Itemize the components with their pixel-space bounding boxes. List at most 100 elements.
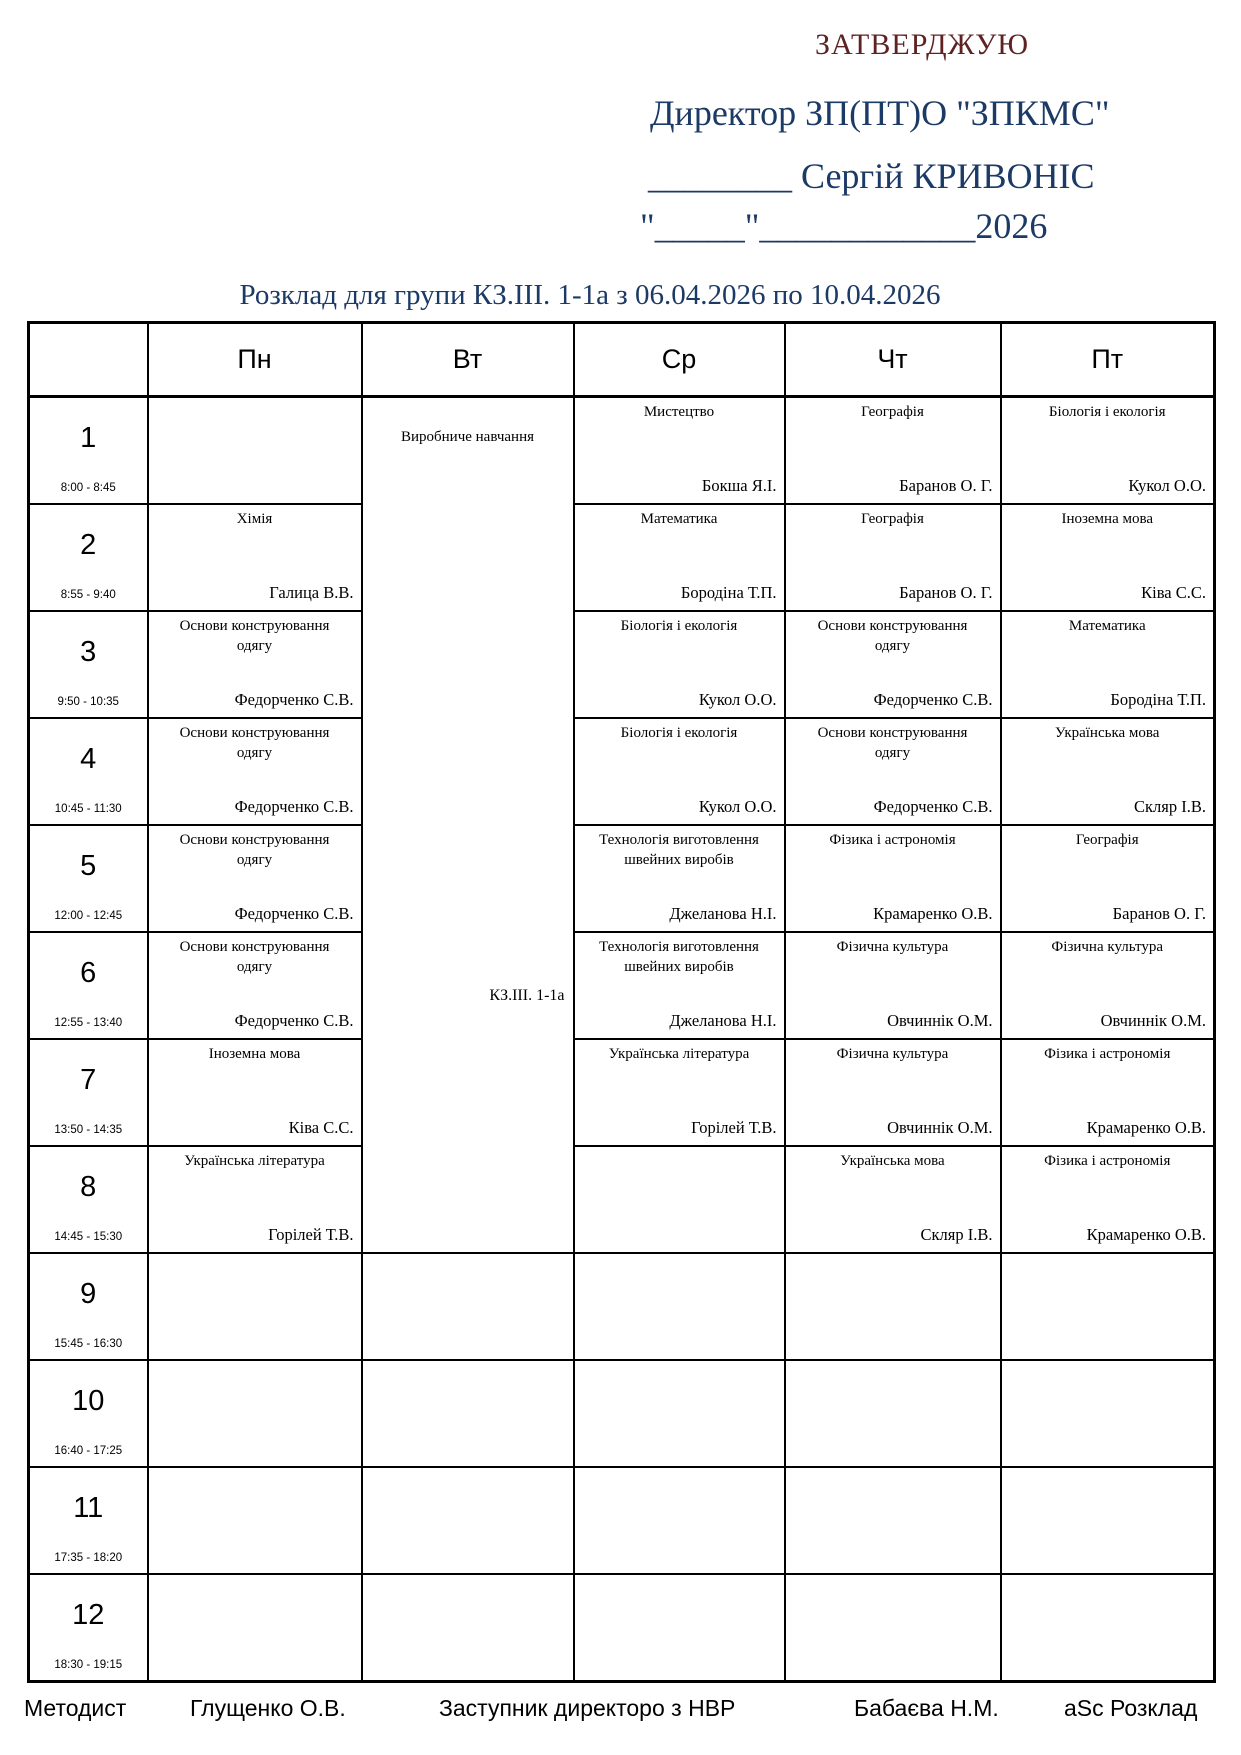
period-number: 1 (80, 422, 97, 454)
period-cell: 5 12:00 - 12:45 (27, 824, 149, 933)
lesson-subject: Біологія і екологія (620, 725, 738, 741)
period-number: 2 (80, 529, 97, 561)
lesson-cell: Українська література Горілей Т.В. (146, 1145, 363, 1254)
period-time: 16:40 - 17:25 (54, 1445, 123, 1457)
table-row: 3 9:50 - 10:35 Основи конструювання одягу Ф… (27, 610, 1216, 719)
header-row: Пн Вт Ср Чт Пт (27, 321, 1216, 398)
lesson-cell (146, 1252, 363, 1361)
lesson-teacher: Овчиннік О.М. (887, 1118, 993, 1137)
lesson-cell (999, 1252, 1216, 1361)
lesson-cell (572, 1573, 786, 1683)
lesson-cell (783, 1573, 1002, 1683)
lesson-subject: Українська література (608, 1046, 750, 1062)
lesson-teacher: Джеланова Н.І. (669, 1011, 777, 1030)
period-time: 13:50 - 14:35 (54, 1124, 123, 1136)
lesson-cell: Технологія виготовлення швейних виробів Д… (572, 824, 786, 933)
lesson-subject: Фізика і астрономія (1044, 1153, 1171, 1169)
lesson-subject: Технологія виготовлення швейних виробів (599, 832, 759, 868)
lesson-cell: Географія Баранов О. Г. (783, 395, 1002, 505)
lesson-teacher: Кукол О.О. (1128, 476, 1206, 495)
lesson-cell: Основи конструювання одягу Федорченко С.В… (146, 824, 363, 933)
period-cell: 3 9:50 - 10:35 (27, 610, 149, 719)
lesson-cell: Фізика і астрономія Крамаренко О.В. (783, 824, 1002, 933)
day-header-thu: Чт (783, 321, 1002, 398)
lesson-teacher: Федорченко С.В. (234, 1011, 354, 1030)
table-row: 12 18:30 - 19:15 (27, 1573, 1216, 1683)
lesson-cell (572, 1145, 786, 1254)
period-time: 17:35 - 18:20 (54, 1552, 123, 1564)
lesson-subject: Основи конструювання одягу (179, 939, 330, 975)
lesson-cell (572, 1466, 786, 1575)
lesson-subject: Основи конструювання одягу (179, 725, 330, 761)
lesson-cell (783, 1359, 1002, 1468)
lesson-teacher: Горілей Т.В. (691, 1118, 777, 1137)
lesson-cell (360, 1466, 575, 1575)
table-row: 10 16:40 - 17:25 (27, 1359, 1216, 1468)
lesson-teacher: Федорченко С.В. (234, 690, 354, 709)
lesson-subject: Основи конструювання одягу (817, 725, 968, 761)
period-cell: 11 17:35 - 18:20 (27, 1466, 149, 1575)
lesson-teacher: Горілей Т.В. (268, 1225, 354, 1244)
signature-line: ________ Сергій КРИВОНІС (648, 156, 1095, 196)
lesson-cell: Основи конструювання одягу Федорченко С.В… (146, 931, 363, 1040)
lesson-teacher: Федорченко С.В. (234, 797, 354, 816)
lesson-cell: Географія Баранов О. Г. (999, 824, 1216, 933)
period-cell: 8 14:45 - 15:30 (27, 1145, 149, 1254)
period-number: 12 (72, 1599, 105, 1631)
period-time: 12:55 - 13:40 (54, 1017, 123, 1029)
lesson-cell (999, 1466, 1216, 1575)
lesson-subject: Географія (1075, 832, 1139, 848)
day-header-tue: Вт (360, 321, 575, 398)
lesson-subject: Основи конструювання одягу (179, 618, 330, 654)
period-number: 10 (72, 1385, 105, 1417)
lesson-teacher: Федорченко С.В. (234, 904, 354, 923)
lesson-cell: Українська мова Скляр І.В. (999, 717, 1216, 826)
table-row: 4 10:45 - 11:30 Основи конструювання одягу… (27, 717, 1216, 826)
lesson-cell: Технологія виготовлення швейних виробів Д… (572, 931, 786, 1040)
lesson-cell: Хімія Галица В.В. (146, 503, 363, 612)
lesson-cell: Основи конструювання одягу Федорченко С.В… (146, 717, 363, 826)
table-row: 11 17:35 - 18:20 (27, 1466, 1216, 1575)
lesson-cell (360, 1573, 575, 1683)
lesson-subject: Географія (861, 404, 924, 420)
lesson-teacher: Бокша Я.І. (701, 476, 777, 495)
period-cell: 1 8:00 - 8:45 (27, 395, 149, 505)
lesson-cell (360, 1359, 575, 1468)
table-row: 9 15:45 - 16:30 (27, 1252, 1216, 1361)
deputy-director-label: Заступник директоро з НВР (439, 1695, 736, 1721)
period-cell: 4 10:45 - 11:30 (27, 717, 149, 826)
period-time: 8:55 - 9:40 (60, 589, 116, 601)
lesson-cell (360, 1252, 575, 1361)
lesson-cell: Математика Бородіна Т.П. (572, 503, 786, 612)
lesson-teacher: Крамаренко О.В. (873, 904, 993, 923)
group-label: КЗ.ІІІ. 1-1а (489, 987, 565, 1005)
period-cell: 9 15:45 - 16:30 (27, 1252, 149, 1361)
lesson-teacher: Федорченко С.В. (873, 797, 993, 816)
lesson-subject: Технологія виготовлення швейних виробів (599, 939, 759, 975)
corner-cell (27, 321, 149, 398)
period-number: 4 (80, 743, 97, 775)
lesson-teacher: Крамаренко О.В. (1086, 1118, 1206, 1137)
lesson-subject: Фізика і астрономія (1044, 1046, 1171, 1062)
lesson-teacher: Скляр І.В. (1134, 797, 1206, 816)
period-number: 5 (80, 850, 97, 882)
lesson-cell: Українська мова Скляр І.В. (783, 1145, 1002, 1254)
lesson-cell (783, 1252, 1002, 1361)
period-number: 7 (80, 1064, 97, 1096)
day-header-fri: Пт (999, 321, 1216, 398)
lesson-teacher: Федорченко С.В. (873, 690, 993, 709)
period-cell: 10 16:40 - 17:25 (27, 1359, 149, 1468)
lesson-teacher: Крамаренко О.В. (1086, 1225, 1206, 1244)
period-number: 3 (80, 636, 97, 668)
lesson-teacher: Бородіна Т.П. (1110, 690, 1206, 709)
lesson-teacher: Баранов О. Г. (899, 476, 993, 495)
schedule-body: 1 8:00 - 8:45 Виробниче навчання КЗ.ІІІ. 1-… (27, 395, 1216, 1683)
lesson-teacher: Ківа С.С. (1141, 583, 1206, 602)
period-time: 15:45 - 16:30 (54, 1338, 123, 1350)
lesson-subject: Іноземна мова (1061, 511, 1154, 527)
lesson-teacher: Галица В.В. (269, 583, 354, 602)
lesson-cell: Фізика і астрономія Крамаренко О.В. (999, 1038, 1216, 1147)
approval-stamp: ЗАТВЕРДЖУЮ (815, 28, 1030, 61)
lesson-subject: Математика (1068, 618, 1146, 634)
lesson-cell (783, 1466, 1002, 1575)
